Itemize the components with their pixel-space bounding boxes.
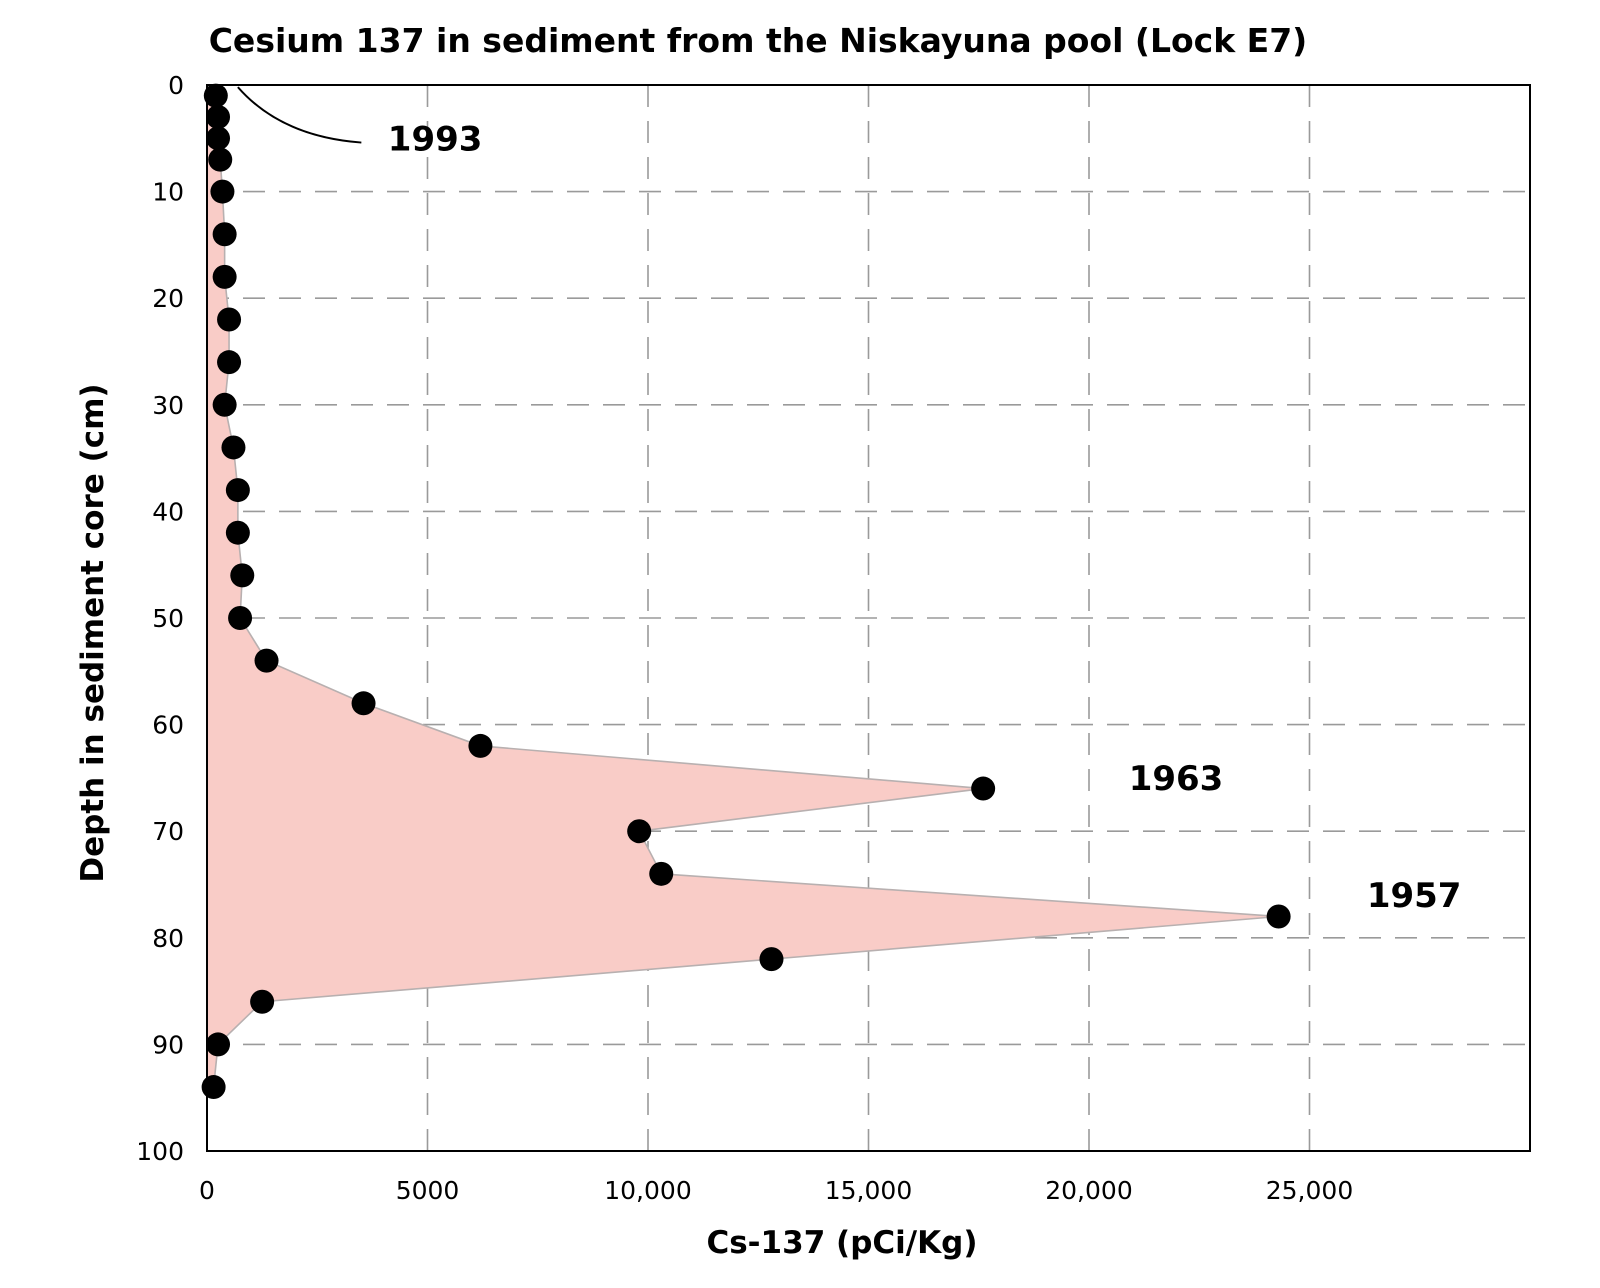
data-points	[201, 83, 1291, 1100]
gridlines	[207, 85, 1530, 1151]
data-point-20	[649, 861, 674, 886]
annotation-1993: 1993	[388, 119, 483, 159]
y-tick-label-40: 40	[152, 497, 184, 526]
data-point-17	[468, 733, 493, 758]
x-tick-label-5000: 5000	[396, 1176, 460, 1205]
x-tick-label-10000: 10,000	[604, 1176, 691, 1205]
y-axis-title: Depth in sediment core (cm)	[75, 383, 111, 882]
data-point-18	[971, 776, 996, 801]
data-point-15	[254, 648, 279, 673]
data-point-19	[627, 819, 652, 844]
data-point-22	[759, 947, 784, 972]
y-tick-label-60: 60	[152, 711, 184, 740]
data-point-8	[217, 350, 242, 375]
data-point-5	[212, 222, 237, 247]
x-tick-label-25000: 25,000	[1266, 1176, 1353, 1205]
y-tick-label-0: 0	[168, 71, 184, 100]
data-point-1	[206, 104, 231, 129]
data-point-14	[228, 606, 253, 630]
plot-frame	[206, 84, 1531, 1152]
data-point-4	[210, 179, 235, 204]
x-tick-label-20000: 20,000	[1045, 1176, 1132, 1205]
data-point-6	[212, 264, 237, 289]
annotation-1957: 1957	[1367, 876, 1462, 916]
data-point-21	[1266, 904, 1291, 929]
y-tick-labels: 0 10 20 30 40 50 60 70 80 90 100	[136, 71, 184, 1166]
annotation-leaders	[237, 86, 362, 144]
data-point-10	[221, 435, 246, 460]
data-point-9	[212, 392, 237, 417]
data-point-13	[230, 563, 255, 588]
chart-title: Cesium 137 in sediment from the Niskayun…	[209, 21, 1308, 60]
x-tick-label-15000: 15,000	[825, 1176, 912, 1205]
data-point-16	[351, 691, 376, 716]
data-point-23	[250, 989, 275, 1014]
y-tick-label-90: 90	[152, 1030, 184, 1059]
y-tick-label-70: 70	[152, 817, 184, 846]
data-point-7	[217, 307, 242, 332]
y-tick-label-20: 20	[152, 284, 184, 313]
y-tick-label-100: 100	[136, 1137, 184, 1166]
data-point-12	[225, 520, 250, 545]
y-tick-label-30: 30	[152, 391, 184, 420]
data-point-2	[206, 126, 231, 151]
annotation-1963: 1963	[1129, 759, 1224, 799]
data-point-25	[201, 1075, 226, 1100]
y-tick-label-50: 50	[152, 604, 184, 633]
x-tick-label-0: 0	[199, 1176, 215, 1205]
x-axis-title: Cs-137 (pCi/Kg)	[706, 1225, 977, 1261]
data-point-11	[225, 478, 250, 503]
data-point-3	[208, 147, 233, 172]
annotation-leader-1993	[237, 86, 362, 144]
annotations: 1993 1963 1957	[388, 119, 1462, 916]
data-point-0	[203, 83, 228, 108]
data-point-24	[206, 1032, 231, 1057]
y-tick-label-80: 80	[152, 924, 184, 953]
x-tick-labels: 0 5000 10,000 15,000 20,000 25,000	[199, 1176, 1353, 1205]
y-tick-label-10: 10	[152, 178, 184, 207]
